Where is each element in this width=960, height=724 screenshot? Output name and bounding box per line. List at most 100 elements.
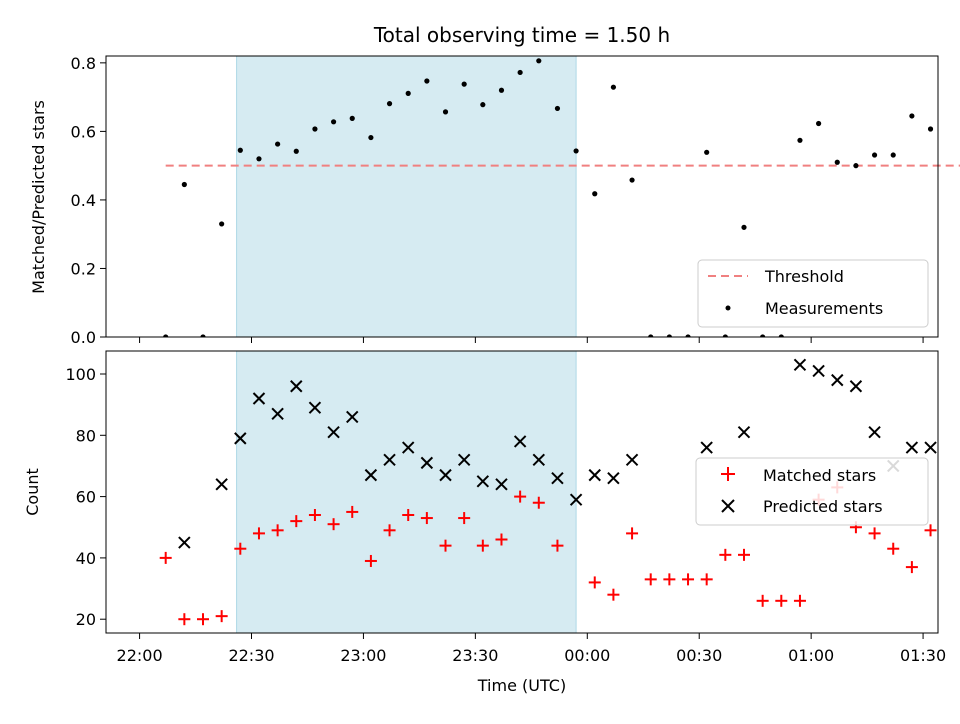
matched-star-point [458, 512, 471, 525]
matched-star-point [588, 576, 601, 589]
matched-star-point [364, 554, 377, 567]
predicted-star-point [290, 380, 303, 393]
matched-star-point [682, 573, 695, 586]
predicted-star-point [346, 410, 359, 424]
matched-star-point [178, 613, 191, 626]
matched-star-point [495, 533, 508, 546]
predicted-star-point [607, 471, 620, 485]
top-panel: Total observing time = 1.50 h 0.00.20.40… [29, 23, 960, 347]
predicted-star-point [308, 401, 322, 414]
measurement-point [610, 84, 617, 90]
predicted-star-point [364, 468, 378, 482]
predicted-star-point [569, 493, 583, 506]
measurement-point [554, 105, 561, 112]
predicted-star-point [532, 453, 545, 467]
matched-star-point [924, 524, 937, 537]
matched-star-point [271, 524, 284, 537]
measurement-point [704, 149, 710, 155]
predicted-star-point [327, 426, 340, 439]
matched-star-point [439, 539, 452, 552]
top-axes-frame [105, 55, 939, 338]
measurement-point [778, 334, 784, 337]
y-tick-label: 60 [76, 488, 96, 507]
measurement-point [256, 156, 262, 162]
matched-star-point [626, 527, 639, 540]
matched-star-point [290, 515, 303, 528]
y-tick-label: 0.6 [71, 122, 96, 141]
top-points-group [163, 58, 952, 337]
measurement-point [424, 78, 430, 84]
measurement-point [349, 115, 355, 121]
matched-star-point [607, 588, 620, 601]
top-y-ticks: 0.0 0.2 0.4 0.6 0.8 [71, 54, 106, 347]
measurement-point [293, 148, 299, 154]
measurement-point [405, 90, 411, 96]
top-legend: Threshold Measurements [697, 259, 929, 328]
bottom-x-axis-label: Time (UTC) [477, 676, 566, 695]
predicted-star-point [625, 453, 639, 467]
measurement-point [797, 137, 803, 143]
measurement-point [573, 148, 579, 154]
matched-star-point [215, 610, 228, 623]
matched-star-point [420, 512, 433, 525]
y-tick-label: 0.8 [71, 54, 96, 73]
measurement-point [386, 101, 393, 107]
predicted-star-point [439, 468, 452, 482]
matched-star-point [868, 527, 881, 540]
measurement-point [442, 109, 449, 115]
bottom-panel: 20 40 60 80 100 22:00 22:30 23:00 23:30 00:00 00:… [23, 350, 955, 695]
measurement-point [648, 334, 654, 337]
measurement-point [816, 120, 822, 127]
predicted-star-point [551, 471, 564, 485]
legend-matched-label: Matched stars [763, 466, 876, 485]
matched-star-point [644, 573, 657, 586]
predicted-star-point [700, 441, 713, 454]
measurement-point [517, 69, 523, 76]
predicted-star-point [215, 478, 228, 491]
measurement-point [480, 102, 486, 108]
y-tick-label: 20 [76, 610, 96, 629]
matched-star-point [402, 508, 415, 521]
measurement-point [834, 159, 840, 165]
predicted-star-point [924, 441, 937, 454]
measurement-point [368, 134, 374, 141]
matched-star-point [775, 594, 788, 607]
top-shaded-region [236, 55, 577, 338]
predicted-star-point [793, 358, 807, 372]
x-tick-label: 22:30 [228, 646, 274, 665]
measurement-point [722, 334, 728, 337]
measurement-point [330, 119, 337, 125]
matched-star-point [514, 490, 527, 503]
top-x-ticks [139, 337, 924, 343]
predicted-star-point [495, 478, 508, 491]
y-tick-label: 0.2 [71, 259, 96, 278]
measurement-point [219, 221, 225, 227]
matched-star-point [346, 505, 359, 518]
y-tick-label: 0.0 [71, 328, 96, 347]
bottom-points-group [159, 358, 955, 626]
measurement-point [629, 177, 635, 183]
bottom-y-axis-label: Count [23, 468, 42, 516]
x-tick-label: 22:00 [117, 646, 163, 665]
predicted-star-point [588, 468, 601, 482]
matched-star-point [793, 594, 806, 607]
predicted-star-point [905, 441, 919, 454]
measurement-point [536, 58, 542, 64]
predicted-star-point [476, 475, 490, 488]
legend-threshold-label: Threshold [764, 267, 844, 286]
measurement-point [947, 146, 952, 151]
predicted-star-point [868, 426, 881, 439]
matched-star-point [532, 496, 545, 509]
y-tick-label: 0.4 [71, 191, 96, 210]
measurement-point [760, 334, 766, 337]
matched-star-point [887, 542, 900, 555]
measurement-point [312, 126, 318, 132]
measurement-point [275, 141, 281, 147]
matched-star-point [234, 542, 247, 555]
measurement-point [741, 224, 747, 230]
measurement-point [181, 181, 187, 188]
legend-measurements-label: Measurements [765, 299, 883, 318]
predicted-star-point [944, 445, 955, 456]
bottom-axes-frame [105, 350, 939, 634]
top-y-axis-label: Matched/Predicted stars [29, 100, 48, 294]
